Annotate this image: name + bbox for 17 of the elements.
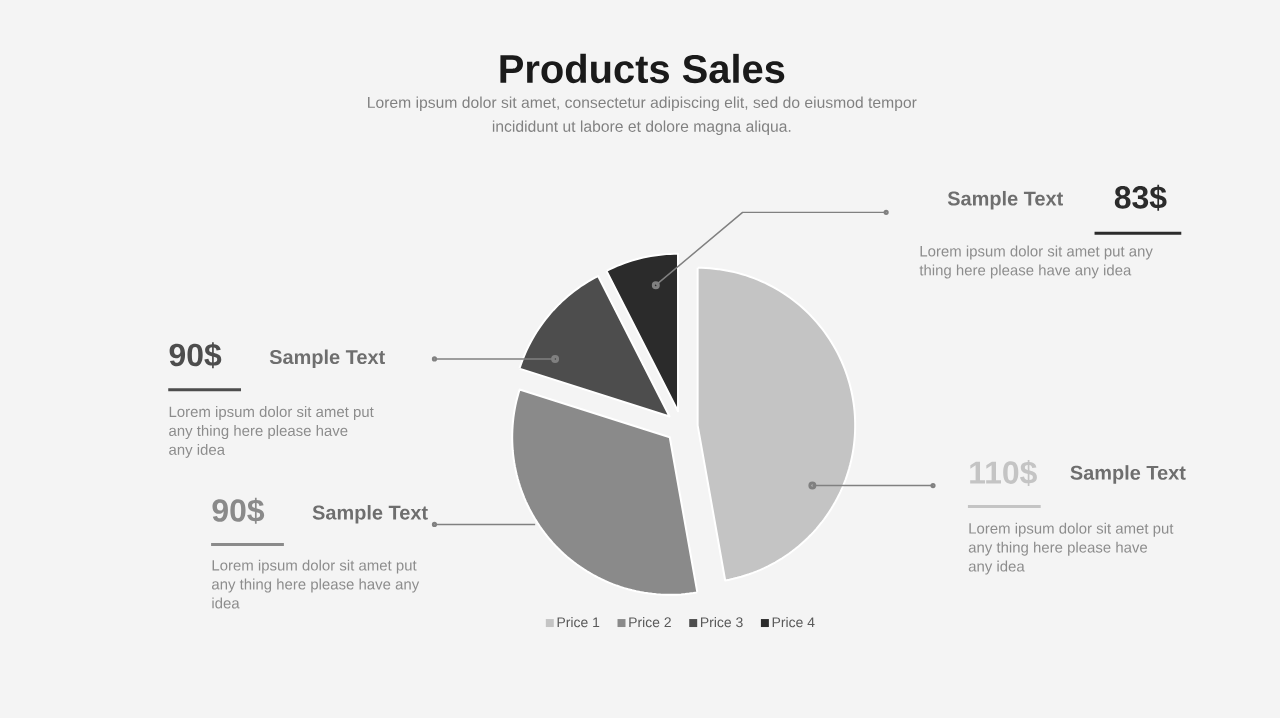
text: 90$ xyxy=(169,342,222,369)
text: Sample Text xyxy=(1070,465,1186,484)
text: Sample Text xyxy=(269,349,385,369)
text: Sample Text xyxy=(947,190,1063,210)
legend-label: Price 3 xyxy=(701,617,743,628)
text: Sample Text xyxy=(312,505,428,524)
text: Lorem ipsum dolor sit amet put any thing here please have any idea xyxy=(212,559,420,609)
chart-subtitle: Lorem ipsum dolor sit amet, consectetur adipiscing elit, sed do eiusmod tempor incididunt ut labore et dolore magna aliqua. xyxy=(368,96,917,136)
legend-label: Price 1 xyxy=(557,617,600,628)
legend-label: Price 2 xyxy=(629,617,671,628)
text: 90$ xyxy=(212,497,265,524)
text: Lorem ipsum dolor sit amet put any thing here please have any idea xyxy=(169,406,374,458)
text: Lorem ipsum dolor sit amet put any thing here please have any idea xyxy=(919,245,1153,279)
text: 83$ xyxy=(1114,184,1167,211)
chart-title: Products Sales xyxy=(500,53,785,84)
legend-label: Price 4 xyxy=(772,617,815,628)
text: Lorem ipsum dolor sit amet put any thing here please have any idea xyxy=(968,522,1174,575)
